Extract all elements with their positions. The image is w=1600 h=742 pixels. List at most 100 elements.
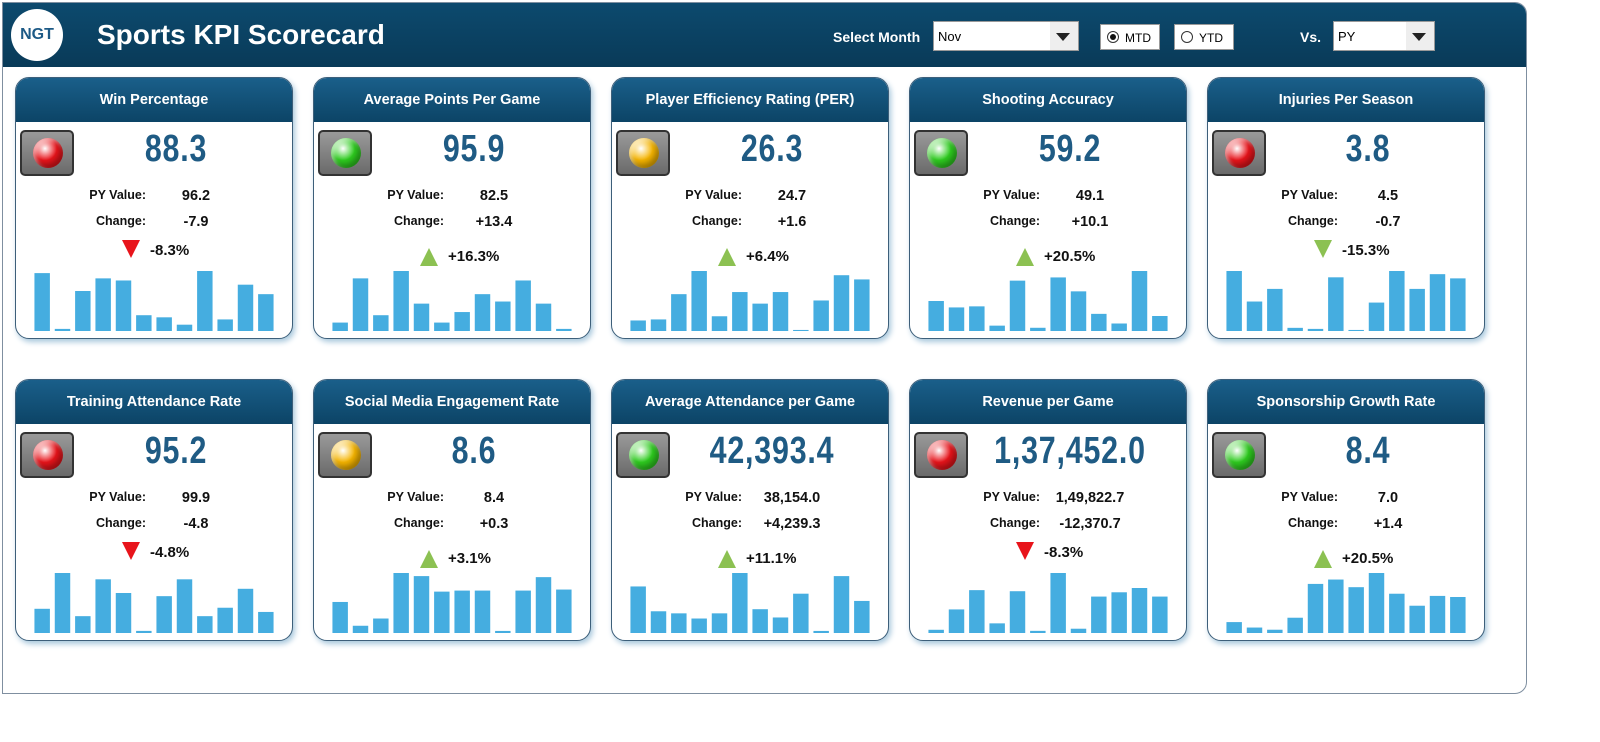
status-light — [20, 432, 74, 478]
kpi-card: Win Percentage 88.3 PY Value: 96.2 Change: -7… — [15, 77, 293, 339]
py-label: PY Value: — [387, 188, 444, 202]
light-bulb — [331, 138, 361, 168]
bar — [474, 590, 491, 633]
status-light — [616, 130, 670, 176]
bar — [413, 303, 430, 331]
bar — [352, 625, 369, 633]
kpi-card: Average Points Per Game 95.9 PY Value: 82.5… — [313, 77, 591, 339]
bar — [793, 593, 809, 633]
py-label: PY Value: — [1281, 188, 1338, 202]
py-label: PY Value: — [685, 188, 742, 202]
bar — [989, 325, 1005, 331]
kpi-card: Training Attendance Rate 95.2 PY Value: 99.… — [15, 379, 293, 641]
change-value: -7.9 — [183, 214, 209, 230]
trend-arrow — [1016, 542, 1034, 560]
month-dropdown[interactable]: Nov — [933, 21, 1079, 51]
bar — [1009, 280, 1026, 331]
kpi-card: Injuries Per Season 3.8 PY Value: 4.5 Change… — [1207, 77, 1485, 339]
card-title: Win Percentage — [16, 78, 292, 122]
bar — [75, 616, 91, 633]
change-label: Change: — [96, 516, 146, 530]
kpi-value: 8.6 — [451, 430, 497, 472]
light-bulb — [1225, 440, 1255, 470]
header-bar: NGT Sports KPI Scorecard Select Month No… — [3, 3, 1526, 67]
py-label: PY Value: — [89, 188, 146, 202]
bar — [1030, 327, 1046, 331]
kpi-value: 42,393.4 — [709, 430, 835, 472]
vs-value: PY — [1338, 29, 1356, 44]
sparkline-bars — [332, 271, 572, 331]
bar — [732, 292, 748, 331]
bar — [1328, 277, 1344, 331]
bar — [413, 576, 430, 633]
light-bulb — [33, 440, 63, 470]
change-percent: -15.3% — [1342, 242, 1390, 259]
bar — [434, 591, 450, 633]
bar — [1050, 277, 1066, 331]
bar — [752, 609, 768, 633]
bar — [650, 611, 667, 633]
bar — [1450, 278, 1466, 331]
mode-radio[interactable]: YTD — [1174, 24, 1234, 50]
month-label: Select Month — [833, 29, 921, 45]
change-value: -0.7 — [1375, 214, 1401, 230]
change-percent: +6.4% — [746, 248, 789, 265]
py-value: 96.2 — [181, 188, 211, 204]
card-title: Average Attendance per Game — [612, 380, 888, 424]
light-bulb — [1225, 138, 1255, 168]
card-title: Revenue per Game — [910, 380, 1186, 424]
change-label: Change: — [1288, 214, 1338, 228]
change-label: Change: — [990, 214, 1040, 228]
card-title: Shooting Accuracy — [910, 78, 1186, 122]
bar — [671, 613, 687, 633]
py-label: PY Value: — [983, 490, 1040, 504]
py-value: 38,154.0 — [763, 490, 821, 506]
bar — [833, 275, 850, 331]
bar — [833, 576, 850, 633]
bar — [854, 279, 870, 331]
py-value: 49.1 — [1075, 188, 1105, 204]
bar — [752, 303, 768, 331]
bar — [813, 630, 829, 633]
bar — [1287, 617, 1303, 633]
py-value: 99.9 — [181, 490, 211, 506]
bar — [630, 586, 646, 633]
bar — [54, 573, 71, 633]
bar — [691, 618, 707, 633]
bar — [1226, 622, 1242, 633]
py-value: 4.5 — [1377, 188, 1399, 204]
bar — [454, 312, 470, 331]
bar — [217, 319, 233, 331]
bar — [535, 303, 552, 331]
change-value: -12,370.7 — [1059, 516, 1121, 532]
status-light — [318, 130, 372, 176]
vs-dropdown[interactable]: PY — [1333, 21, 1435, 51]
bar — [1409, 605, 1425, 633]
light-bulb — [331, 440, 361, 470]
bar — [1287, 327, 1303, 331]
kpi-card: Player Efficiency Rating (PER) 26.3 PY Val… — [611, 77, 889, 339]
bar — [630, 320, 646, 331]
logo: NGT — [11, 9, 63, 61]
bar — [1328, 579, 1344, 633]
bar — [54, 328, 71, 331]
bar — [75, 291, 91, 331]
bar — [115, 280, 132, 331]
trend-arrow — [1314, 550, 1332, 568]
bar — [454, 590, 470, 633]
mode-radio[interactable]: MTD — [1100, 24, 1160, 50]
status-light — [1212, 130, 1266, 176]
sparkline-bars — [332, 573, 572, 633]
month-value: Nov — [938, 29, 962, 44]
bar — [1030, 630, 1046, 633]
bar — [691, 271, 707, 331]
bar — [969, 306, 985, 331]
status-light — [318, 432, 372, 478]
bar — [1111, 592, 1127, 633]
bar — [197, 271, 213, 331]
bar — [671, 294, 687, 331]
py-value: 1,49,822.7 — [1055, 490, 1125, 506]
py-label: PY Value: — [685, 490, 742, 504]
bar — [1429, 595, 1446, 633]
